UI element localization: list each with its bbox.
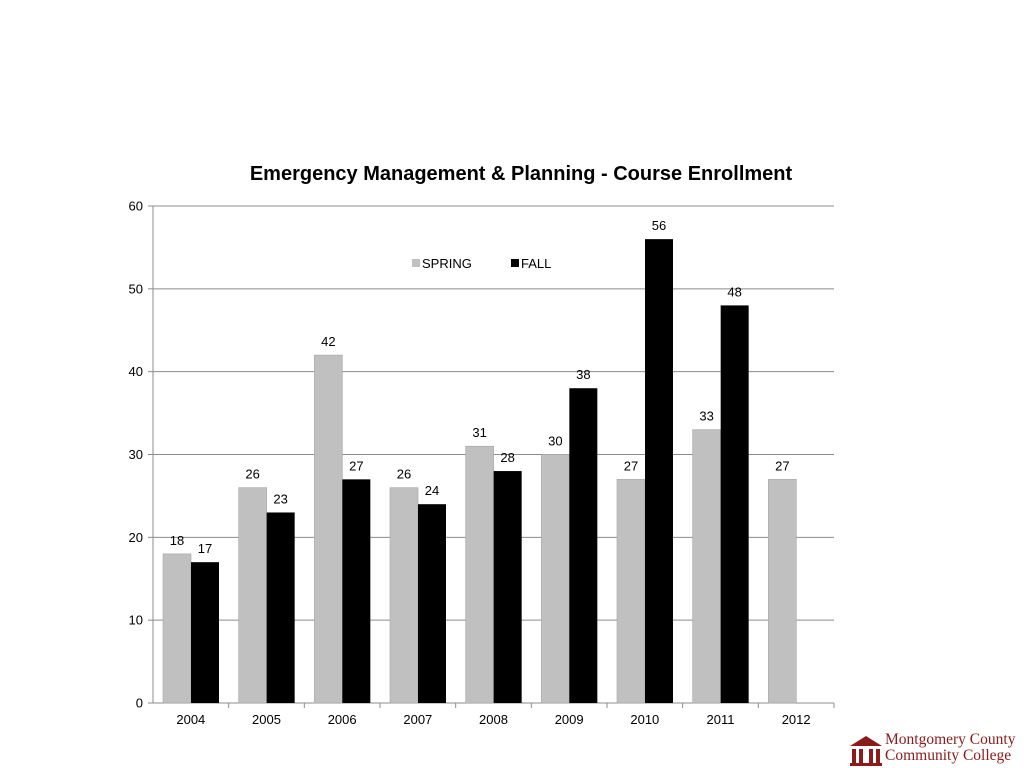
bar-spring-2012 (768, 479, 797, 704)
logo-line1: Montgomery County (885, 731, 1016, 748)
bar-spring-2004 (162, 553, 192, 704)
bar-spring-2006 (314, 354, 343, 704)
chart-title: Emergency Management & Planning - Course… (250, 163, 793, 185)
bar-fall-2011 (720, 305, 749, 703)
bar-spring-2005 (238, 487, 267, 704)
y-tick-label: 20 (129, 530, 143, 545)
bar-fall-2005 (266, 512, 295, 703)
x-tick-label: 2012 (782, 712, 811, 727)
data-label: 42 (321, 334, 335, 349)
data-label: 23 (273, 491, 287, 506)
legend-label: SPRING (422, 256, 472, 271)
bar-fall-2008 (493, 471, 522, 703)
data-label: 17 (198, 541, 212, 556)
x-tick-label: 2009 (555, 712, 584, 727)
bar-spring-2007 (389, 487, 419, 704)
data-label: 30 (548, 434, 562, 449)
y-tick-label: 60 (129, 199, 143, 214)
college-logo: Montgomery County Community College (849, 731, 1024, 768)
data-label: 31 (472, 425, 486, 440)
y-tick-label: 0 (136, 696, 143, 711)
y-tick-label: 40 (129, 364, 143, 379)
x-tick-label: 2007 (403, 712, 432, 727)
college-building-icon (850, 736, 882, 766)
bar-spring-2008 (465, 445, 494, 704)
x-tick-label: 2008 (479, 712, 508, 727)
x-tick-label: 2006 (328, 712, 357, 727)
bar-fall-2009 (569, 388, 598, 703)
data-label: 24 (425, 483, 439, 498)
y-tick-label: 30 (129, 447, 143, 462)
x-tick-label: 2011 (707, 712, 735, 727)
bar-fall-2006 (342, 479, 371, 703)
y-tick-label: 50 (129, 281, 143, 296)
data-label: 38 (576, 367, 590, 382)
x-tick-label: 2010 (630, 712, 659, 727)
data-label: 28 (500, 450, 514, 465)
data-label: 26 (397, 467, 411, 482)
data-label: 56 (652, 218, 666, 233)
data-label: 26 (245, 467, 259, 482)
bar-spring-2011 (692, 429, 721, 704)
legend-swatch-fall (511, 259, 519, 267)
legend: SPRING FALL (412, 256, 551, 271)
data-label: 27 (775, 458, 789, 473)
x-tick-labels: 2004 2005 2006 2007 2008 2009 2010 2011 2012 (176, 712, 810, 727)
x-tick-label: 2004 (176, 712, 205, 727)
y-tick-labels: 0 10 20 30 40 50 60 (129, 199, 143, 711)
logo-line2: Community College (885, 747, 1012, 764)
y-tick-label: 10 (129, 613, 143, 628)
bar-fall-2010 (645, 239, 673, 703)
data-label: 48 (727, 284, 741, 299)
bar-fall-2007 (418, 504, 446, 703)
legend-label: FALL (521, 256, 551, 271)
data-label: 27 (624, 458, 638, 473)
data-label: 27 (349, 458, 363, 473)
data-label: 33 (699, 409, 713, 424)
data-labels: 18 17 26 23 42 27 26 24 31 28 30 38 27 56 33 48 27 (170, 218, 790, 556)
bar-fall-2004 (191, 562, 219, 703)
x-tick-label: 2005 (252, 712, 281, 727)
bar-spring-2009 (541, 454, 570, 704)
bars (162, 239, 797, 704)
data-label: 18 (170, 533, 184, 548)
bar-spring-2010 (616, 479, 646, 704)
legend-swatch-spring (412, 259, 420, 267)
